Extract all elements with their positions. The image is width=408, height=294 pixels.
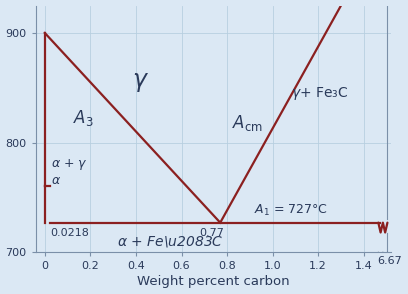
X-axis label: Weight percent carbon: Weight percent carbon [137,275,290,288]
Text: $\alpha$ + $\gamma$: $\alpha$ + $\gamma$ [51,157,87,172]
Text: $\gamma$+ Fe₃C: $\gamma$+ Fe₃C [291,85,348,102]
Text: 0.77: 0.77 [200,228,224,238]
Text: 6.67: 6.67 [377,255,402,265]
Text: $A_3$: $A_3$ [73,108,94,128]
Text: 0.0218: 0.0218 [50,228,89,238]
Text: $A_1$ = 727°C: $A_1$ = 727°C [255,203,328,218]
Text: $\alpha$: $\alpha$ [51,174,60,188]
Text: $\gamma$: $\gamma$ [132,70,149,94]
Text: $\alpha$ + Fe\u2083C: $\alpha$ + Fe\u2083C [117,234,223,249]
Text: $A_\mathrm{cm}$: $A_\mathrm{cm}$ [232,113,263,133]
